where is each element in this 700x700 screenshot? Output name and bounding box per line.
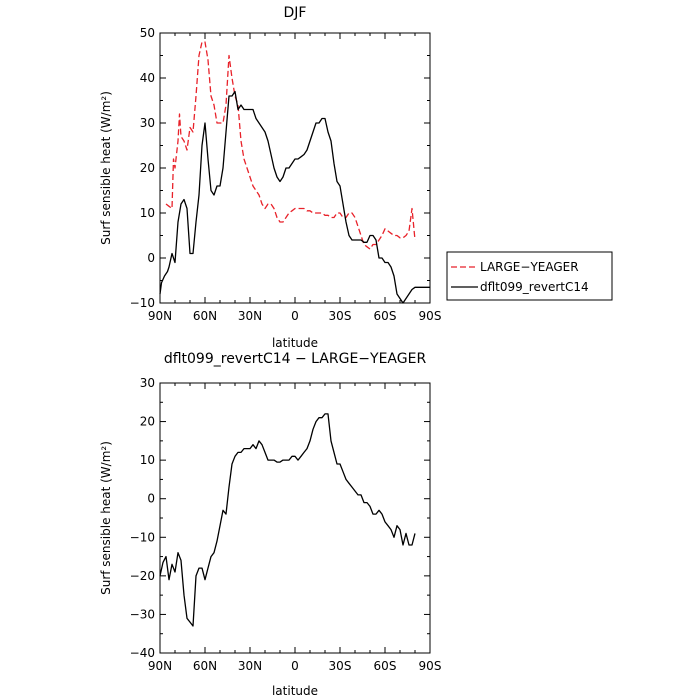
- x-tick-label: 60N: [193, 659, 217, 673]
- bottom-panel-title: dflt099_revertC14 − LARGE−YEAGER: [164, 351, 427, 367]
- x-tick-label: 90S: [419, 309, 442, 323]
- bottom-panel: dflt099_revertC14 − LARGE−YEAGER latitud…: [99, 351, 441, 698]
- y-tick-label: −10: [130, 530, 155, 544]
- bottom-x-axis-title: latitude: [272, 684, 318, 698]
- x-tick-label: 30N: [238, 309, 262, 323]
- y-tick-label: −10: [130, 296, 155, 310]
- x-tick-label: 90N: [148, 659, 172, 673]
- top-series-layer: [159, 41, 430, 304]
- x-tick-label: 30N: [238, 659, 262, 673]
- y-tick-label: 0: [147, 492, 155, 506]
- legend-label-dflt099: dflt099_revertC14: [480, 280, 589, 294]
- y-tick-label: 30: [140, 116, 155, 130]
- y-tick-label: 0: [147, 251, 155, 265]
- x-tick-label: 90S: [419, 659, 442, 673]
- legend-box: [446, 251, 613, 301]
- y-tick-label: 50: [140, 26, 155, 40]
- bottom-series-layer: [159, 413, 416, 627]
- top-panel: DJF latitude Surf sensible heat (W/m²) 9…: [99, 5, 441, 350]
- bottom-axis-ticks: 90N 60N 30N 0 30S 60S 90S 30 20 10 0 −10 −20 −30 −40: [130, 376, 442, 673]
- bottom-plot-frame: [159, 382, 431, 654]
- top-panel-title: DJF: [284, 5, 307, 21]
- x-tick-label: 90N: [148, 309, 172, 323]
- x-tick-label: 0: [291, 309, 299, 323]
- x-tick-label: 60S: [374, 309, 397, 323]
- x-tick-label: 60S: [374, 659, 397, 673]
- y-tick-label: 20: [140, 161, 155, 175]
- x-tick-label: 60N: [193, 309, 217, 323]
- x-tick-label: 30S: [329, 659, 352, 673]
- y-tick-label: −40: [130, 646, 155, 660]
- y-tick-label: 10: [140, 206, 155, 220]
- x-tick-label: 0: [291, 659, 299, 673]
- top-plot-frame: [159, 32, 431, 304]
- y-tick-label: 30: [140, 376, 155, 390]
- top-y-axis-title: Surf sensible heat (W/m²): [99, 91, 113, 245]
- y-tick-label: 10: [140, 453, 155, 467]
- y-tick-label: 20: [140, 415, 155, 429]
- x-tick-label: 30S: [329, 309, 352, 323]
- y-tick-label: −30: [130, 607, 155, 621]
- series-line-large-yeager: [165, 41, 416, 250]
- y-tick-label: −20: [130, 569, 155, 583]
- top-x-axis-title: latitude: [272, 336, 318, 350]
- bottom-y-axis-title: Surf sensible heat (W/m²): [99, 441, 113, 595]
- legend-label-large-yeager: LARGE−YEAGER: [480, 260, 579, 274]
- top-axis-ticks: 90N 60N 30N 0 30S 60S 90S 50 40 30 20 10 0 −10: [130, 26, 442, 323]
- y-tick-label: 40: [140, 71, 155, 85]
- series-line-dflt099-revertc14: [159, 90, 430, 304]
- legend: LARGE−YEAGER dflt099_revertC14: [446, 251, 613, 301]
- series-line-difference-0: [159, 413, 416, 627]
